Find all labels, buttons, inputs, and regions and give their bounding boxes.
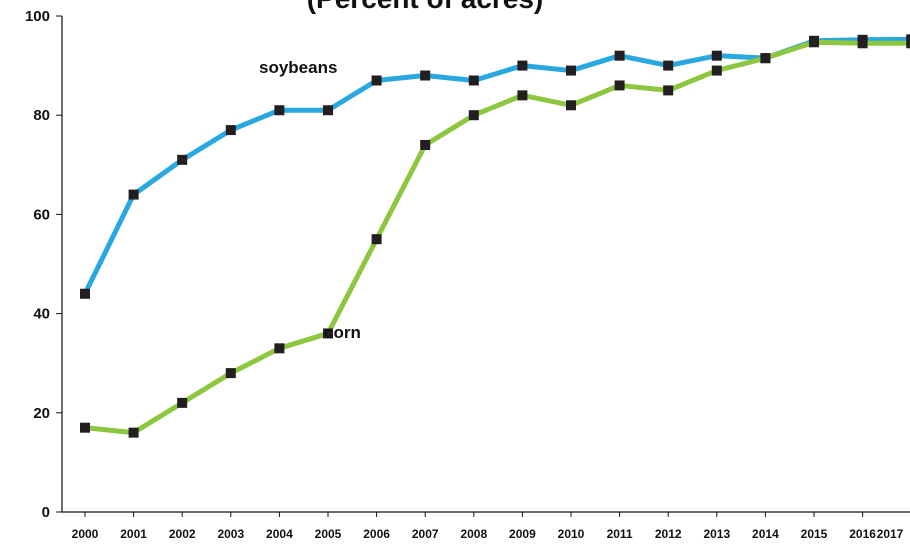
corn-data-point xyxy=(128,427,139,438)
y-axis-ticks: 0 20 40 60 80 100 xyxy=(25,8,62,521)
x-tick-label: 2013 xyxy=(703,527,730,541)
corn-data-point xyxy=(857,38,868,49)
soybeans-data-point xyxy=(517,60,528,71)
corn-data-point xyxy=(323,328,333,339)
corn-data-point xyxy=(663,85,674,96)
series-layer xyxy=(80,34,910,438)
corn-data-point xyxy=(468,110,479,121)
corn-series xyxy=(80,37,910,438)
y-tick-label: 60 xyxy=(33,206,50,223)
soybeans-series-label: soybeans xyxy=(259,58,337,77)
x-tick-label: 2001 xyxy=(120,527,147,541)
x-tick-label: 2003 xyxy=(217,527,244,541)
corn-series-label: corn xyxy=(324,323,361,342)
soybeans-data-point xyxy=(323,105,333,116)
y-tick-label: 100 xyxy=(25,8,50,25)
x-tick-label: 2015 xyxy=(801,527,828,541)
soybeans-data-point xyxy=(614,50,625,61)
corn-data-point xyxy=(566,100,576,111)
soybeans-data-point xyxy=(80,288,90,299)
corn-line xyxy=(84,39,910,436)
x-tick-label: 2017 xyxy=(877,527,904,541)
corn-data-point xyxy=(711,65,722,76)
x-axis-ticks: 2000 2001 2002 2003 2004 2005 2006 2007 2008 2009… xyxy=(72,512,904,541)
soybeans-data-point xyxy=(663,60,674,71)
soybeans-data-point xyxy=(371,75,382,86)
soybeans-data-point xyxy=(128,189,139,200)
corn-data-point xyxy=(225,368,236,379)
corn-data-point xyxy=(80,422,90,433)
y-tick-label: 40 xyxy=(33,306,50,323)
x-tick-label: 2004 xyxy=(266,527,293,541)
soybeans-line xyxy=(82,36,910,295)
y-tick-label: 20 xyxy=(33,405,50,422)
soybeans-data-point xyxy=(420,70,431,81)
x-tick-label: 2011 xyxy=(607,527,633,541)
soybeans-data-point xyxy=(468,75,479,86)
x-tick-label: 2007 xyxy=(412,527,439,541)
corn-data-point xyxy=(614,80,625,91)
soybeans-data-point xyxy=(177,154,188,165)
x-tick-label: 2008 xyxy=(460,527,487,541)
corn-data-point xyxy=(274,343,285,354)
soybeans-data-point xyxy=(566,65,576,76)
chart-title: (Percent of acres) xyxy=(307,0,544,14)
y-tick-label: 80 xyxy=(33,107,50,124)
x-tick-label: 2000 xyxy=(72,527,99,541)
corn-data-point xyxy=(760,53,771,64)
corn-data-point xyxy=(371,234,382,245)
x-tick-label: 2012 xyxy=(655,527,682,541)
soybeans-data-point xyxy=(274,105,285,116)
x-tick-label: 2016 xyxy=(849,527,876,541)
corn-data-point xyxy=(517,90,528,101)
x-tick-label: 2010 xyxy=(558,527,585,541)
x-tick-label: 2002 xyxy=(169,527,196,541)
y-tick-label: 0 xyxy=(42,504,50,521)
soybeans-data-point xyxy=(225,125,236,136)
x-tick-label: 2006 xyxy=(363,527,390,541)
corn-data-point xyxy=(809,37,819,48)
x-tick-label: 2009 xyxy=(509,527,536,541)
x-tick-label: 2014 xyxy=(752,527,779,541)
corn-data-point xyxy=(906,38,910,49)
x-tick-label: 2005 xyxy=(315,527,342,541)
soybeans-series xyxy=(80,34,910,299)
soybeans-data-point xyxy=(711,50,722,61)
corn-data-point xyxy=(420,139,431,150)
corn-data-point xyxy=(177,397,188,408)
